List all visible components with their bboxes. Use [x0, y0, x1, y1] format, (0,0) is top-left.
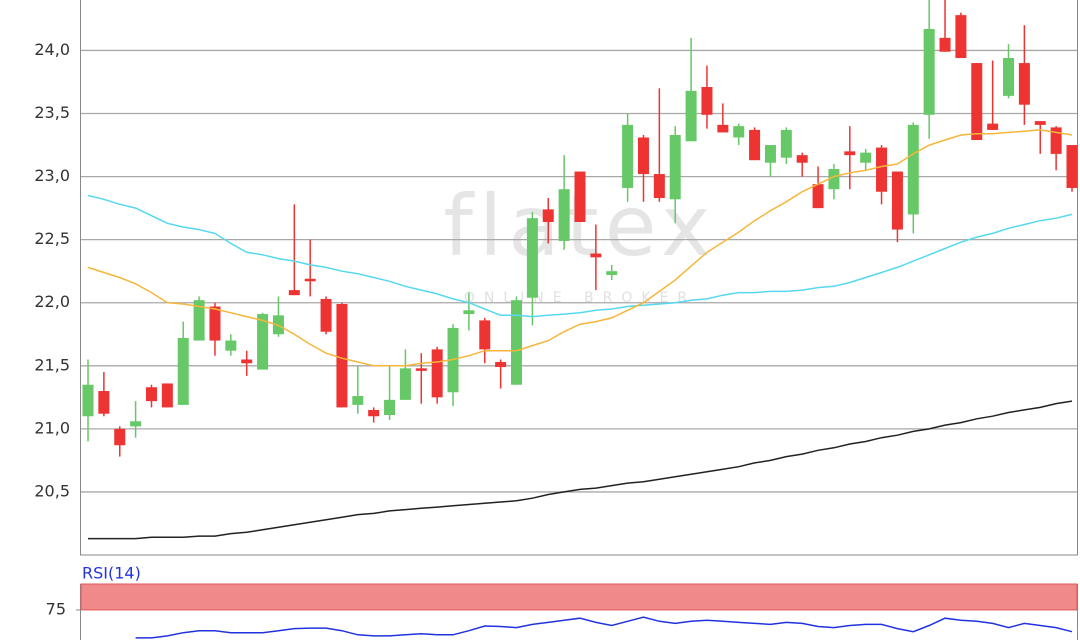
- candle-body: [828, 169, 840, 190]
- candle-body: [1050, 127, 1062, 154]
- candle-body: [463, 310, 475, 315]
- candle-body: [241, 359, 253, 364]
- candle-body: [717, 124, 729, 133]
- y-tick-label: 21,5: [34, 355, 70, 374]
- candle-body: [669, 134, 681, 200]
- y-tick-label: 21,0: [34, 418, 70, 437]
- candle-body: [415, 368, 427, 371]
- candle-body: [574, 171, 586, 222]
- candle-body: [749, 129, 761, 161]
- candle-body: [193, 300, 205, 341]
- candle-body: [304, 278, 316, 282]
- moving-average-line: [88, 400, 1073, 540]
- candle-body: [622, 124, 634, 188]
- candle-body: [257, 314, 269, 370]
- candle-body: [1034, 121, 1046, 125]
- candle-body: [82, 384, 94, 417]
- candle-body: [384, 399, 396, 415]
- candle-body: [526, 218, 538, 298]
- candle-body: [161, 383, 173, 408]
- y-tick-label: 75: [46, 599, 66, 618]
- candle-body: [860, 152, 872, 163]
- candle-body: [812, 184, 824, 209]
- candle-body: [796, 155, 808, 163]
- y-tick-label: 23,5: [34, 103, 70, 122]
- candle-body: [780, 129, 792, 158]
- candle-body: [558, 189, 570, 241]
- candle-body: [177, 338, 189, 405]
- candle-body: [542, 209, 554, 222]
- candle-body: [733, 126, 745, 138]
- candle-body: [764, 145, 776, 163]
- candle-body: [923, 29, 935, 115]
- candle-body: [399, 368, 411, 400]
- candle-body: [479, 320, 491, 350]
- candle-body: [98, 391, 110, 414]
- candle-body: [114, 428, 126, 446]
- candle-body: [320, 298, 332, 332]
- rsi-line: [135, 616, 1073, 639]
- candle-body: [987, 123, 999, 130]
- candle-body: [431, 349, 443, 398]
- y-tick-label: 22,0: [34, 292, 70, 311]
- y-tick-label: 22,5: [34, 229, 70, 248]
- candle-body: [637, 137, 649, 175]
- candle-body: [209, 306, 221, 341]
- candle-body: [352, 396, 364, 405]
- candle-body: [1066, 145, 1078, 188]
- candle-body: [336, 303, 348, 408]
- candle-body: [511, 300, 523, 385]
- rsi-title: RSI(14): [82, 564, 141, 583]
- candle-body: [939, 37, 951, 52]
- candle-body: [876, 147, 888, 192]
- candle-body: [1018, 63, 1030, 105]
- candle-body: [685, 90, 697, 142]
- candle-body: [955, 15, 967, 59]
- candle-body: [368, 409, 380, 417]
- candle-body: [844, 151, 856, 156]
- y-tick-label: 23,0: [34, 166, 70, 185]
- candle-body: [891, 171, 903, 230]
- candle-body: [495, 362, 507, 368]
- candle-body: [701, 87, 713, 115]
- candle-body: [130, 421, 142, 427]
- candle-body: [225, 340, 237, 351]
- candle-body: [145, 387, 157, 402]
- moving-average-line: [87, 129, 1073, 367]
- candle-body: [971, 63, 983, 141]
- y-tick-label: 20,5: [34, 481, 70, 500]
- candle-body: [1003, 58, 1015, 96]
- moving-average-line: [87, 194, 1073, 318]
- overbought-band: [80, 583, 1078, 611]
- candle-body: [606, 271, 618, 275]
- candle-body: [288, 290, 300, 296]
- price-panel: [80, 0, 1078, 556]
- candle-body: [907, 124, 919, 215]
- candle-body: [590, 253, 602, 258]
- candle-body: [653, 174, 665, 199]
- y-tick-label: 24,0: [34, 40, 70, 59]
